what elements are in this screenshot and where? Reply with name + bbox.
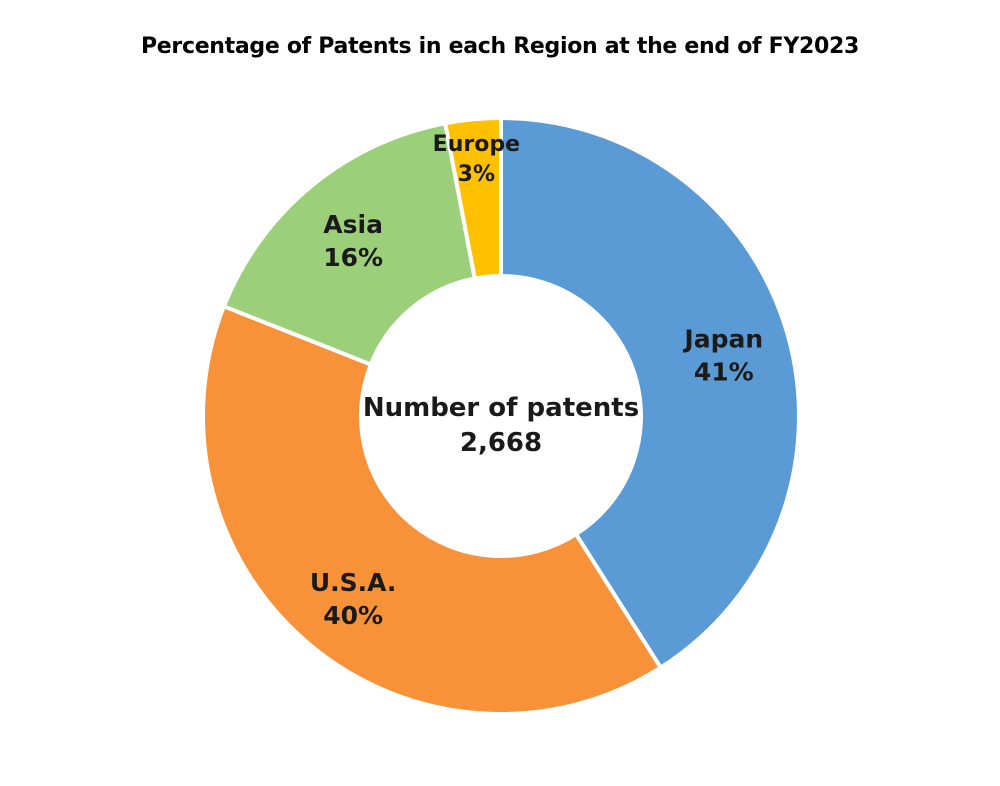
slice-labels-group: Japan 41% U.S.A. 40% Asia 16% Europe 3% — [310, 132, 763, 630]
slice-name-label-asia: Asia — [323, 210, 383, 239]
slice-value-label-u-s-a: 40% — [323, 601, 383, 630]
slice-value-label-asia: 16% — [323, 243, 383, 272]
center-value: 2,668 — [460, 428, 542, 458]
slice-value-label-japan: 41% — [694, 357, 754, 386]
slice-asia — [221, 120, 478, 368]
slice-value-label-europe: 3% — [458, 162, 495, 187]
chart-title: Percentage of Patents in each Region at … — [140, 34, 860, 59]
slice-europe — [442, 115, 503, 281]
slice-japan — [499, 115, 801, 671]
slice-name-label-u-s-a: U.S.A. — [310, 568, 397, 597]
center-label: Number of patents — [363, 393, 639, 423]
slices-group — [201, 115, 801, 716]
slice-u-s-a — [201, 303, 664, 716]
slice-name-label-japan: Japan — [682, 324, 763, 353]
slice-name-label-europe: Europe — [433, 132, 520, 157]
